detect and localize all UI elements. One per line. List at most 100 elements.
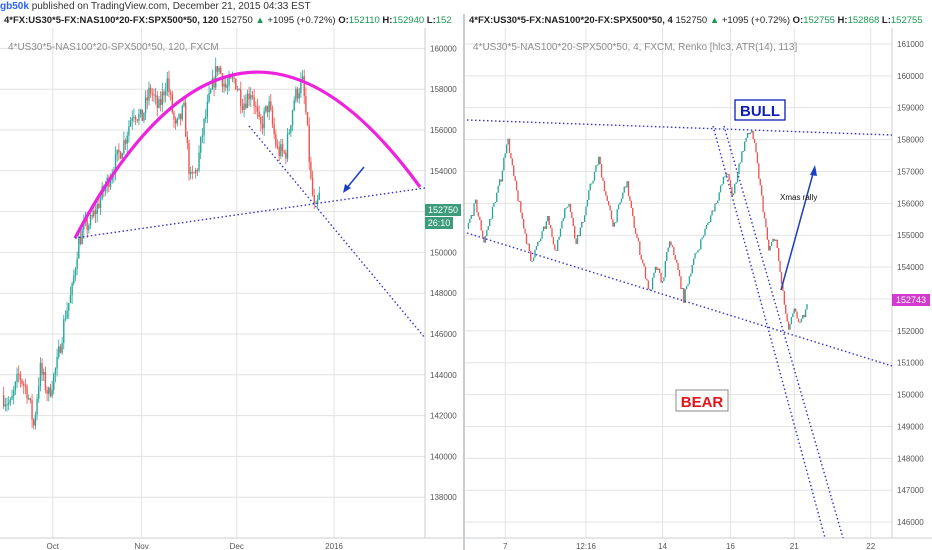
- right-upper-trendline[interactable]: [466, 119, 893, 136]
- left-candle: [260, 117, 262, 124]
- left-candle: [276, 146, 279, 148]
- right-candle: [625, 186, 627, 188]
- left-candle: [7, 402, 10, 405]
- left-price-axis[interactable]: [425, 28, 463, 538]
- left-candle: [118, 149, 120, 153]
- right-candle: [610, 210, 613, 220]
- left-chart-svg[interactable]: 1600001580001560001540001520001500001480…: [0, 14, 463, 550]
- right-candle: [630, 200, 632, 208]
- left-candle: [253, 96, 255, 107]
- right-candle: [666, 251, 668, 261]
- right-price-tag: [892, 294, 930, 306]
- right-candle: [586, 199, 589, 207]
- right-open-label: O:: [792, 15, 804, 26]
- panel-divider[interactable]: [463, 14, 465, 550]
- right-candle: [549, 225, 552, 229]
- bull-label: BULL: [740, 103, 780, 120]
- right-candle: [632, 207, 634, 217]
- left-candle: [153, 94, 155, 96]
- left-candle: [9, 399, 12, 403]
- right-candle: [663, 277, 665, 281]
- left-candle: [300, 79, 302, 94]
- author-link[interactable]: gb50k: [0, 1, 29, 12]
- left-candle: [273, 124, 275, 135]
- publish-header: gb50k published on TradingView.com, Dece…: [0, 0, 932, 14]
- right-candle: [619, 202, 621, 205]
- left-change: +1095 (+0.72%): [267, 15, 336, 26]
- left-candle: [210, 89, 212, 93]
- left-candle: [89, 215, 92, 226]
- right-candle: [470, 214, 472, 219]
- right-candle: [765, 218, 767, 228]
- left-candle: [31, 400, 33, 420]
- left-candle: [39, 363, 42, 386]
- left-candle: [298, 93, 300, 99]
- left-candle: [33, 419, 35, 426]
- bear-label-box[interactable]: [675, 389, 729, 412]
- right-candle: [738, 163, 740, 175]
- left-arc-top[interactable]: [73, 70, 422, 239]
- left-candle: [285, 152, 287, 159]
- left-candle: [301, 76, 304, 80]
- right-candle: [748, 132, 750, 135]
- right-candle: [700, 239, 702, 250]
- right-candle: [742, 151, 744, 153]
- right-channel-right-line[interactable]: [723, 125, 844, 539]
- right-candle: [535, 246, 538, 250]
- right-y-tick-label: 149000: [897, 422, 924, 431]
- right-candle: [500, 179, 502, 182]
- left-price-tag: [425, 204, 461, 216]
- right-candle: [646, 278, 648, 281]
- left-candle: [291, 110, 294, 126]
- left-chart-panel[interactable]: 1600001580001560001540001520001500001480…: [0, 14, 463, 550]
- right-chart-svg[interactable]: 161000 160000 159000 158000 157000 156000 1550…: [465, 14, 932, 550]
- right-candle: [629, 196, 631, 201]
- bull-label-box[interactable]: [734, 99, 786, 121]
- right-price-tag-text: 152743: [896, 295, 926, 305]
- right-watermark: 4*US30*5-NAS100*20-SPX500*50, 4, FXCM, R…: [473, 42, 797, 53]
- right-candle: [782, 284, 784, 292]
- right-candle: [480, 220, 482, 231]
- left-candle: [255, 106, 257, 108]
- right-candle: [766, 227, 768, 240]
- right-candle: [701, 237, 703, 240]
- right-chart-panel[interactable]: 161000 160000 159000 158000 157000 156000 1550…: [465, 14, 932, 550]
- left-candle: [225, 83, 227, 88]
- right-y-tick-label: 159000: [897, 104, 924, 113]
- right-candle: [787, 321, 790, 330]
- right-candle: [572, 218, 574, 227]
- right-renko-bricks: [467, 130, 808, 330]
- right-price-axis[interactable]: [892, 28, 932, 538]
- left-candle: [186, 136, 189, 143]
- right-candle: [799, 322, 801, 324]
- right-candle: [746, 132, 749, 138]
- left-candle: [141, 109, 143, 121]
- right-candle: [521, 212, 523, 219]
- right-candle: [511, 158, 513, 166]
- right-candle: [751, 130, 753, 133]
- left-candle: [238, 89, 240, 91]
- left-candle: [124, 140, 127, 144]
- right-candle: [467, 222, 470, 229]
- right-lower-trendline[interactable]: [466, 232, 893, 367]
- right-channel-left-line[interactable]: [712, 125, 826, 539]
- right-candle: [528, 243, 530, 251]
- right-candle: [548, 215, 550, 226]
- left-candle: [226, 85, 229, 88]
- right-candle: [541, 231, 543, 239]
- left-candle: [12, 390, 15, 396]
- right-symbol[interactable]: 4*FX:US30*5-FX:NAS100*20-FX:SPX500*50, 4: [469, 15, 673, 26]
- right-candle: [768, 239, 770, 251]
- right-candle: [504, 153, 506, 158]
- left-candle: [318, 192, 320, 200]
- right-candle: [785, 304, 787, 314]
- right-low: 152755: [890, 15, 923, 26]
- right-candle: [545, 221, 547, 229]
- left-symbol[interactable]: 4*FX:US30*5-FX:NAS100*20-FX:SPX500*50, 1…: [4, 15, 219, 26]
- left-candle: [313, 194, 315, 204]
- right-candle: [494, 202, 496, 204]
- left-neckline[interactable]: [74, 187, 426, 239]
- left-candle: [41, 363, 43, 375]
- right-candle: [786, 313, 788, 322]
- right-candle: [551, 228, 553, 237]
